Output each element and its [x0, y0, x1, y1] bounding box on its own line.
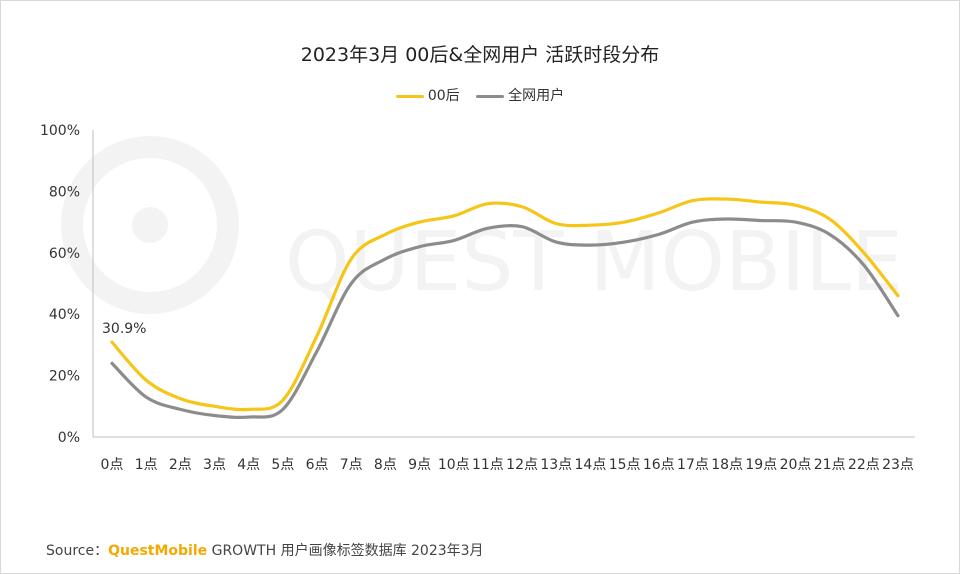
x-tick-label: 23点 — [882, 457, 914, 473]
y-tick-label: 60% — [49, 246, 80, 262]
y-tick-label: 80% — [49, 184, 80, 200]
x-tick-label: 0点 — [101, 457, 124, 473]
x-tick-label: 20点 — [780, 457, 812, 473]
legend-item-all-users: 全网用户 — [476, 85, 564, 105]
x-tick-label: 18点 — [711, 457, 743, 473]
legend-item-00hou: 00后 — [395, 85, 460, 105]
chart-title: 2023年3月 00后&全网用户 活跃时段分布 — [300, 44, 660, 66]
x-tick-label: 10点 — [438, 457, 470, 473]
x-tick-label: 9点 — [408, 457, 431, 473]
x-tick-label: 21点 — [814, 457, 846, 473]
series-line-all-users — [110, 217, 900, 420]
source-note: Source：QuestMobile GROWTH 用户画像标签数据库 2023… — [46, 540, 484, 560]
x-tick-label: 14点 — [575, 457, 607, 473]
legend-swatch-all-users — [476, 94, 505, 98]
x-tick-label: 2点 — [169, 457, 192, 473]
x-tick-label: 22点 — [848, 457, 880, 473]
x-tick-label: 17点 — [677, 457, 709, 473]
watermark-logo-ring — [61, 136, 239, 314]
legend-swatch-00hou — [395, 94, 424, 98]
x-tick-label: 13点 — [540, 457, 572, 473]
x-tick-label: 11点 — [472, 457, 504, 473]
watermark-text: QUEST MOBILE — [285, 215, 903, 310]
y-axis: 0% 20% 40% 60% 80% 100% — [40, 123, 94, 446]
series-line-00hou — [110, 197, 900, 412]
x-tick-label: 15点 — [609, 457, 641, 473]
x-tick-label: 3点 — [203, 457, 226, 473]
x-tick-label: 16点 — [643, 457, 675, 473]
y-tick-label: 100% — [40, 123, 80, 139]
y-tick-label: 0% — [58, 430, 80, 446]
annotations: 30.9% — [102, 321, 146, 337]
series-lines — [110, 197, 900, 420]
source-text: GROWTH 用户画像标签数据库 2023年3月 — [207, 543, 484, 559]
x-axis: 0点 1点 2点 3点 4点 5点 6点 7点 8点 9点 10点 11点 12点 13点 14点 15点 16… — [93, 436, 915, 473]
x-tick-label: 4点 — [237, 457, 260, 473]
x-tick-label: 6点 — [306, 457, 329, 473]
source-label: Source： — [46, 543, 109, 559]
x-tick-label: 19点 — [745, 457, 777, 473]
x-tick-label: 8点 — [374, 457, 397, 473]
data-label-00hou-0: 30.9% — [102, 321, 146, 337]
y-tick-label: 40% — [49, 307, 80, 323]
source-brand: QuestMobile — [108, 543, 208, 559]
watermark-logo-dot — [132, 207, 168, 243]
x-tick-label: 7点 — [340, 457, 363, 473]
x-tick-label: 1点 — [135, 457, 158, 473]
legend-label-00hou: 00后 — [427, 88, 460, 104]
chart-legend: 00后 全网用户 — [0, 85, 960, 105]
x-tick-label: 12点 — [506, 457, 538, 473]
x-tick-label: 5点 — [271, 457, 294, 473]
watermark: QUEST MOBILE — [61, 136, 903, 314]
y-tick-label: 20% — [49, 369, 80, 385]
legend-label-all-users: 全网用户 — [508, 88, 565, 104]
